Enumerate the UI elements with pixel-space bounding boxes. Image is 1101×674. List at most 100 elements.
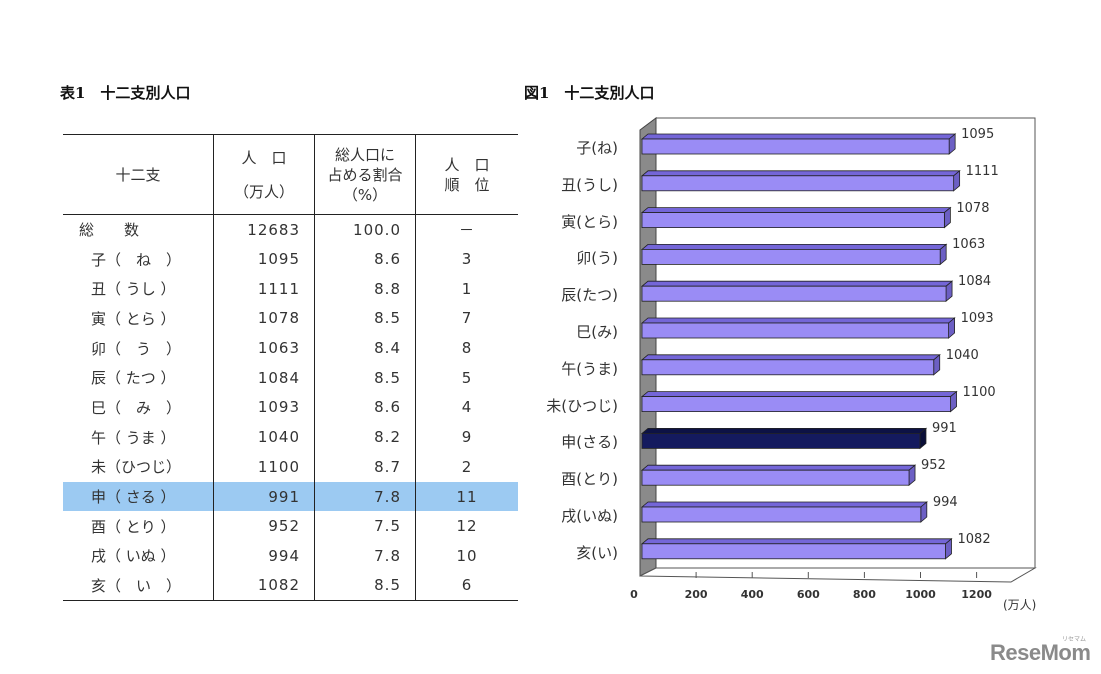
bar-top-face xyxy=(640,280,954,287)
cell-share: 8.5 xyxy=(314,362,416,393)
bar xyxy=(641,469,910,486)
category-label: 巳(み) xyxy=(576,323,618,341)
cell-rank: 9 xyxy=(415,422,518,452)
table-row: 卯（ う ） 1063 8.4 8 xyxy=(63,333,518,363)
chart-plot-area xyxy=(639,117,1037,583)
header-rank: 人 口 順 位 xyxy=(415,134,518,215)
value-label: 1095 xyxy=(961,127,995,142)
category-label: 子(ね) xyxy=(576,139,618,157)
bar-top-face xyxy=(640,427,928,434)
x-tick-label: 0 xyxy=(630,588,638,601)
value-label: 952 xyxy=(921,458,946,474)
header-rank-line2: 順 位 xyxy=(444,175,490,194)
x-tick-label: 400 xyxy=(740,588,764,601)
cell-population: 1111 xyxy=(213,273,315,304)
cell-population: 994 xyxy=(213,541,315,571)
table-row: 亥（ い ） 1082 8.5 6 xyxy=(63,570,518,601)
cell-share: 8.6 xyxy=(314,244,416,274)
cell-share: 8.7 xyxy=(314,452,416,482)
header-population-line1: 人 口 xyxy=(241,148,287,167)
table-row: 申（ さる ） 991 7.8 11 xyxy=(63,481,518,512)
value-label: 1093 xyxy=(960,311,994,326)
value-label: 991 xyxy=(931,421,957,437)
cell-population: 12683 xyxy=(213,214,315,245)
cell-share: 7.5 xyxy=(314,511,416,542)
header-share-line2: 占める割合 xyxy=(327,165,403,184)
cell-population: 1100 xyxy=(213,452,315,482)
cell-zodiac: 辰（ たつ ） xyxy=(91,369,176,388)
bar-top-face xyxy=(640,133,957,140)
cell-rank: 7 xyxy=(415,303,518,334)
category-label: 卯(う) xyxy=(576,249,618,268)
bar-top-face xyxy=(640,317,956,324)
value-label: 1111 xyxy=(965,163,999,179)
bar-top-face xyxy=(640,354,941,361)
cell-zodiac: 子（ ね ） xyxy=(91,250,182,269)
cell-zodiac: 総 数 xyxy=(79,221,140,240)
table-header-row: 十二支 人 口 （万人） 総人口に 占める割合 （%） 人 口 順 位 xyxy=(63,134,518,215)
header-share-line1: 総人口に xyxy=(334,145,395,164)
cell-zodiac: 申（ さる ） xyxy=(63,481,214,512)
bar xyxy=(641,138,950,155)
cell-share: 7.8 xyxy=(314,541,416,571)
cell-zodiac: 寅（ とら ） xyxy=(91,309,176,328)
header-zodiac: 十二支 xyxy=(63,134,214,215)
cell-rank: 5 xyxy=(415,362,518,393)
table-row: 寅（ とら ） 1078 8.5 7 xyxy=(63,303,518,334)
cell-population: 1078 xyxy=(213,303,315,334)
bar xyxy=(641,506,922,523)
cell-share: 8.5 xyxy=(314,570,416,601)
cell-rank: 3 xyxy=(415,244,518,274)
category-label: 酉(とり) xyxy=(561,470,618,489)
bar xyxy=(641,359,935,376)
value-label: 1084 xyxy=(958,274,992,290)
bar xyxy=(641,432,921,449)
resemom-logo-ruby: リセマム xyxy=(1062,636,1087,643)
cell-rank: 2 xyxy=(415,452,518,482)
cell-zodiac: 未（ひつじ） xyxy=(91,458,182,477)
header-rank-line1: 人 口 xyxy=(444,155,490,174)
category-label: 申(さる) xyxy=(561,433,618,452)
category-label: 午(うま) xyxy=(561,359,618,378)
bar-top-face xyxy=(640,464,917,471)
table-body: 総 数 12683 100.0 －子（ ね ） 1095 8.6 3 丑（ うし ） 1111 8… xyxy=(63,214,518,601)
category-label: 辰(たつ) xyxy=(561,286,618,305)
value-label: 1040 xyxy=(945,347,979,363)
cell-zodiac: 丑（ うし ） xyxy=(91,280,176,299)
category-label: 寅(とら) xyxy=(561,212,618,231)
cell-share: 8.6 xyxy=(314,392,416,423)
x-tick-label: 1200 xyxy=(961,588,992,601)
table-row: 午（ うま ） 1040 8.2 9 xyxy=(63,422,518,452)
table-row: 辰（ たつ ） 1084 8.5 5 xyxy=(63,362,518,393)
bar-top-face xyxy=(640,391,958,398)
cell-population: 1093 xyxy=(213,392,315,423)
table-row: 戌（ いぬ ） 994 7.8 10 xyxy=(63,541,518,571)
cell-population: 1040 xyxy=(213,422,315,452)
cell-share: 8.5 xyxy=(314,303,416,334)
cell-population: 1082 xyxy=(213,570,315,601)
cell-population: 1095 xyxy=(213,244,315,274)
category-label: 戌(いぬ) xyxy=(561,507,618,525)
cell-rank: 11 xyxy=(415,481,518,512)
value-label: 1063 xyxy=(952,237,986,253)
value-label: 1078 xyxy=(956,200,990,216)
cell-population: 1084 xyxy=(213,362,315,393)
x-tick-label: 600 xyxy=(796,588,820,601)
cell-rank: 4 xyxy=(415,392,518,423)
header-share-line3: （%） xyxy=(342,185,388,204)
x-tick-label: 1000 xyxy=(905,588,936,601)
table-row: 丑（ うし ） 1111 8.8 1 xyxy=(63,273,518,304)
cell-rank: 1 xyxy=(415,273,518,304)
cell-rank: 6 xyxy=(415,570,518,601)
value-label: 1100 xyxy=(962,384,996,400)
chart-floor xyxy=(639,567,1037,583)
bar-chart: 子(ね) 丑(うし) 寅(とら) 卯(う) 辰(たつ) 巳(み) 午(うま) 未(ひつじ) 申(… xyxy=(520,110,1080,620)
category-label: 亥(い) xyxy=(576,543,618,562)
cell-population: 991 xyxy=(213,481,315,512)
cell-zodiac: 亥（ い ） xyxy=(63,570,214,601)
table-row: 子（ ね ） 1095 8.6 3 xyxy=(63,244,518,274)
bar xyxy=(641,396,951,413)
cell-zodiac: 卯（ う ） xyxy=(91,339,182,358)
cell-rank: 10 xyxy=(415,541,518,571)
table-caption: 表1 十二支別人口 xyxy=(60,84,191,102)
